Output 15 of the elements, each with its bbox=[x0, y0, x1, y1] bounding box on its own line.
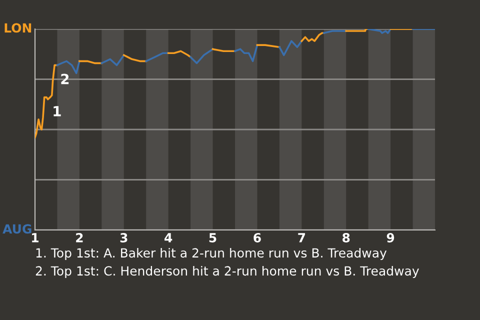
x-tick-label: 7 bbox=[298, 233, 306, 242]
text: AUG bbox=[2, 224, 32, 234]
x-tick-label: 5 bbox=[209, 233, 216, 242]
x-tick-label: 1 bbox=[32, 233, 38, 242]
annotation: 1 bbox=[54, 106, 61, 116]
text: 1. Top 1st: A. Baker hit a 2-run home run vs B. Treadway bbox=[36, 248, 387, 260]
x-tick-label: 4 bbox=[164, 233, 172, 242]
x-tick-label: 8 bbox=[342, 233, 350, 242]
text: 2. Top 1st: C. Henderson hit a 2-run home run vs B. Treadway bbox=[36, 266, 419, 278]
text: LON bbox=[4, 23, 32, 33]
x-tick-label: 2 bbox=[76, 233, 83, 242]
x-tick-label: 6 bbox=[254, 233, 261, 242]
x-tick-label: 3 bbox=[120, 233, 128, 242]
annotation: 2 bbox=[61, 74, 69, 84]
x-tick-label: 9 bbox=[386, 233, 394, 242]
